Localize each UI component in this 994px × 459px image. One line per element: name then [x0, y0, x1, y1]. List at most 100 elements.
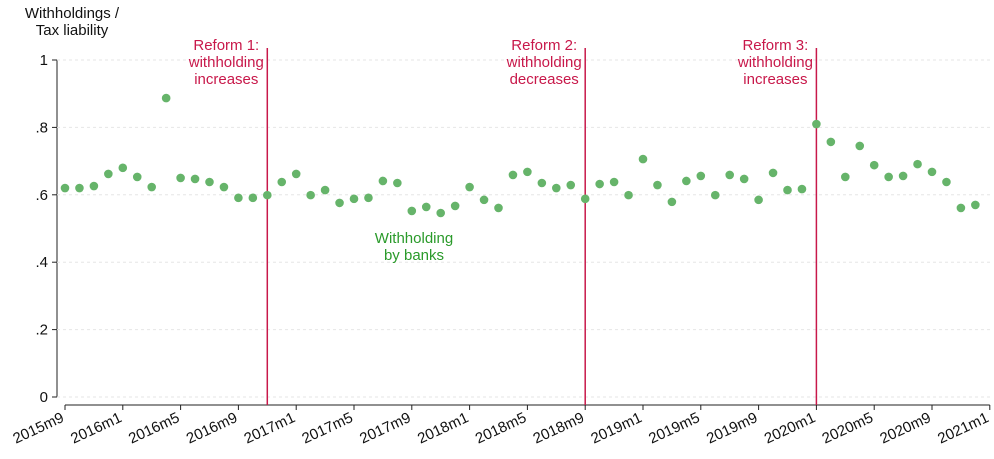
series-label: Withholding: [375, 230, 453, 247]
data-point: [580, 194, 590, 204]
x-tick-label: 2020m1: [762, 409, 818, 447]
data-point: [494, 203, 503, 213]
x-tick-label: 2016m9: [184, 409, 240, 447]
data-point: [147, 182, 156, 192]
data-point: [566, 180, 576, 190]
data-point: [812, 119, 821, 129]
data-point: [739, 174, 749, 184]
data-point: [219, 182, 229, 192]
data-point: [479, 195, 489, 205]
data-point: [927, 167, 937, 177]
data-point: [552, 183, 561, 193]
reform-label: Reform 3:: [742, 37, 808, 54]
reform-label: withholding: [737, 54, 813, 71]
data-point: [682, 176, 691, 186]
data-point: [754, 195, 763, 205]
data-point: [104, 169, 113, 179]
data-point: [696, 171, 706, 181]
data-point: [913, 159, 922, 169]
x-tick-label: 2021m1: [935, 409, 991, 447]
x-tick-label: 2015m9: [10, 409, 66, 447]
data-point: [118, 163, 128, 173]
series-label: by banks: [384, 247, 444, 264]
data-point: [465, 182, 474, 192]
data-point: [768, 168, 778, 178]
data-point: [508, 170, 518, 180]
data-point: [176, 173, 185, 183]
y-axis-title: Tax liability: [36, 22, 109, 39]
x-tick-label: 2020m9: [877, 409, 933, 447]
data-point: [450, 201, 460, 211]
data-point: [624, 190, 633, 200]
x-tick-label: 2019m1: [588, 409, 644, 447]
data-point: [537, 178, 547, 188]
y-tick-label: .2: [35, 322, 48, 339]
x-tick-label: 2016m5: [126, 409, 182, 447]
data-point: [826, 137, 836, 147]
reform-label: increases: [743, 71, 807, 88]
reform-label: Reform 1:: [193, 37, 259, 54]
x-tick-label: 2020m5: [820, 409, 876, 447]
data-point: [653, 180, 662, 190]
reform-label: withholding: [506, 54, 582, 71]
reform-label: decreases: [510, 71, 579, 88]
data-point: [725, 170, 734, 180]
data-point: [364, 193, 373, 203]
data-point: [277, 177, 287, 187]
x-tick-label: 2019m9: [704, 409, 760, 447]
x-tick-label: 2018m1: [415, 409, 471, 447]
data-point: [609, 177, 619, 187]
reform-label: increases: [194, 71, 258, 88]
data-point: [60, 183, 70, 193]
data-point: [436, 208, 446, 218]
data-point: [710, 190, 720, 200]
data-point: [898, 171, 908, 181]
x-tick-label: 2018m9: [531, 409, 587, 447]
data-point: [306, 190, 315, 200]
y-axis-title: Withholdings /: [25, 5, 120, 22]
data-point: [263, 190, 272, 200]
y-tick-label: 0: [40, 389, 48, 406]
data-point: [335, 198, 344, 208]
data-point: [393, 178, 402, 188]
data-point: [523, 167, 532, 177]
x-tick-label: 2017m1: [242, 409, 298, 447]
data-point: [407, 206, 417, 216]
data-point: [855, 141, 865, 151]
data-point: [884, 172, 893, 182]
reform-label: withholding: [188, 54, 264, 71]
data-point: [956, 203, 966, 213]
data-point: [234, 193, 243, 203]
y-tick-label: .6: [35, 187, 48, 204]
data-point: [869, 160, 879, 170]
data-point: [75, 183, 84, 193]
data-point: [841, 172, 850, 182]
data-point: [161, 93, 171, 103]
data-point: [205, 177, 214, 187]
x-tick-label: 2017m9: [357, 409, 413, 447]
data-point: [190, 174, 200, 184]
y-tick-label: .4: [35, 254, 48, 271]
x-tick-label: 2018m5: [473, 409, 529, 447]
reform-label: Reform 2:: [511, 37, 577, 54]
data-point: [797, 184, 807, 194]
data-point: [248, 193, 258, 203]
data-point: [320, 185, 330, 195]
data-point: [378, 176, 388, 186]
data-point: [667, 197, 677, 207]
data-point: [942, 177, 951, 187]
data-point: [638, 154, 648, 164]
x-tick-label: 2016m1: [68, 409, 124, 447]
data-point: [89, 181, 99, 191]
data-point: [349, 194, 359, 204]
data-point: [971, 200, 980, 210]
x-tick-label: 2017m5: [299, 409, 355, 447]
data-point: [783, 185, 792, 195]
y-tick-label: .8: [35, 119, 48, 136]
data-point: [132, 172, 142, 182]
data-point: [291, 169, 301, 179]
data-point: [421, 202, 431, 212]
y-tick-label: 1: [40, 52, 48, 69]
data-point: [595, 179, 604, 189]
